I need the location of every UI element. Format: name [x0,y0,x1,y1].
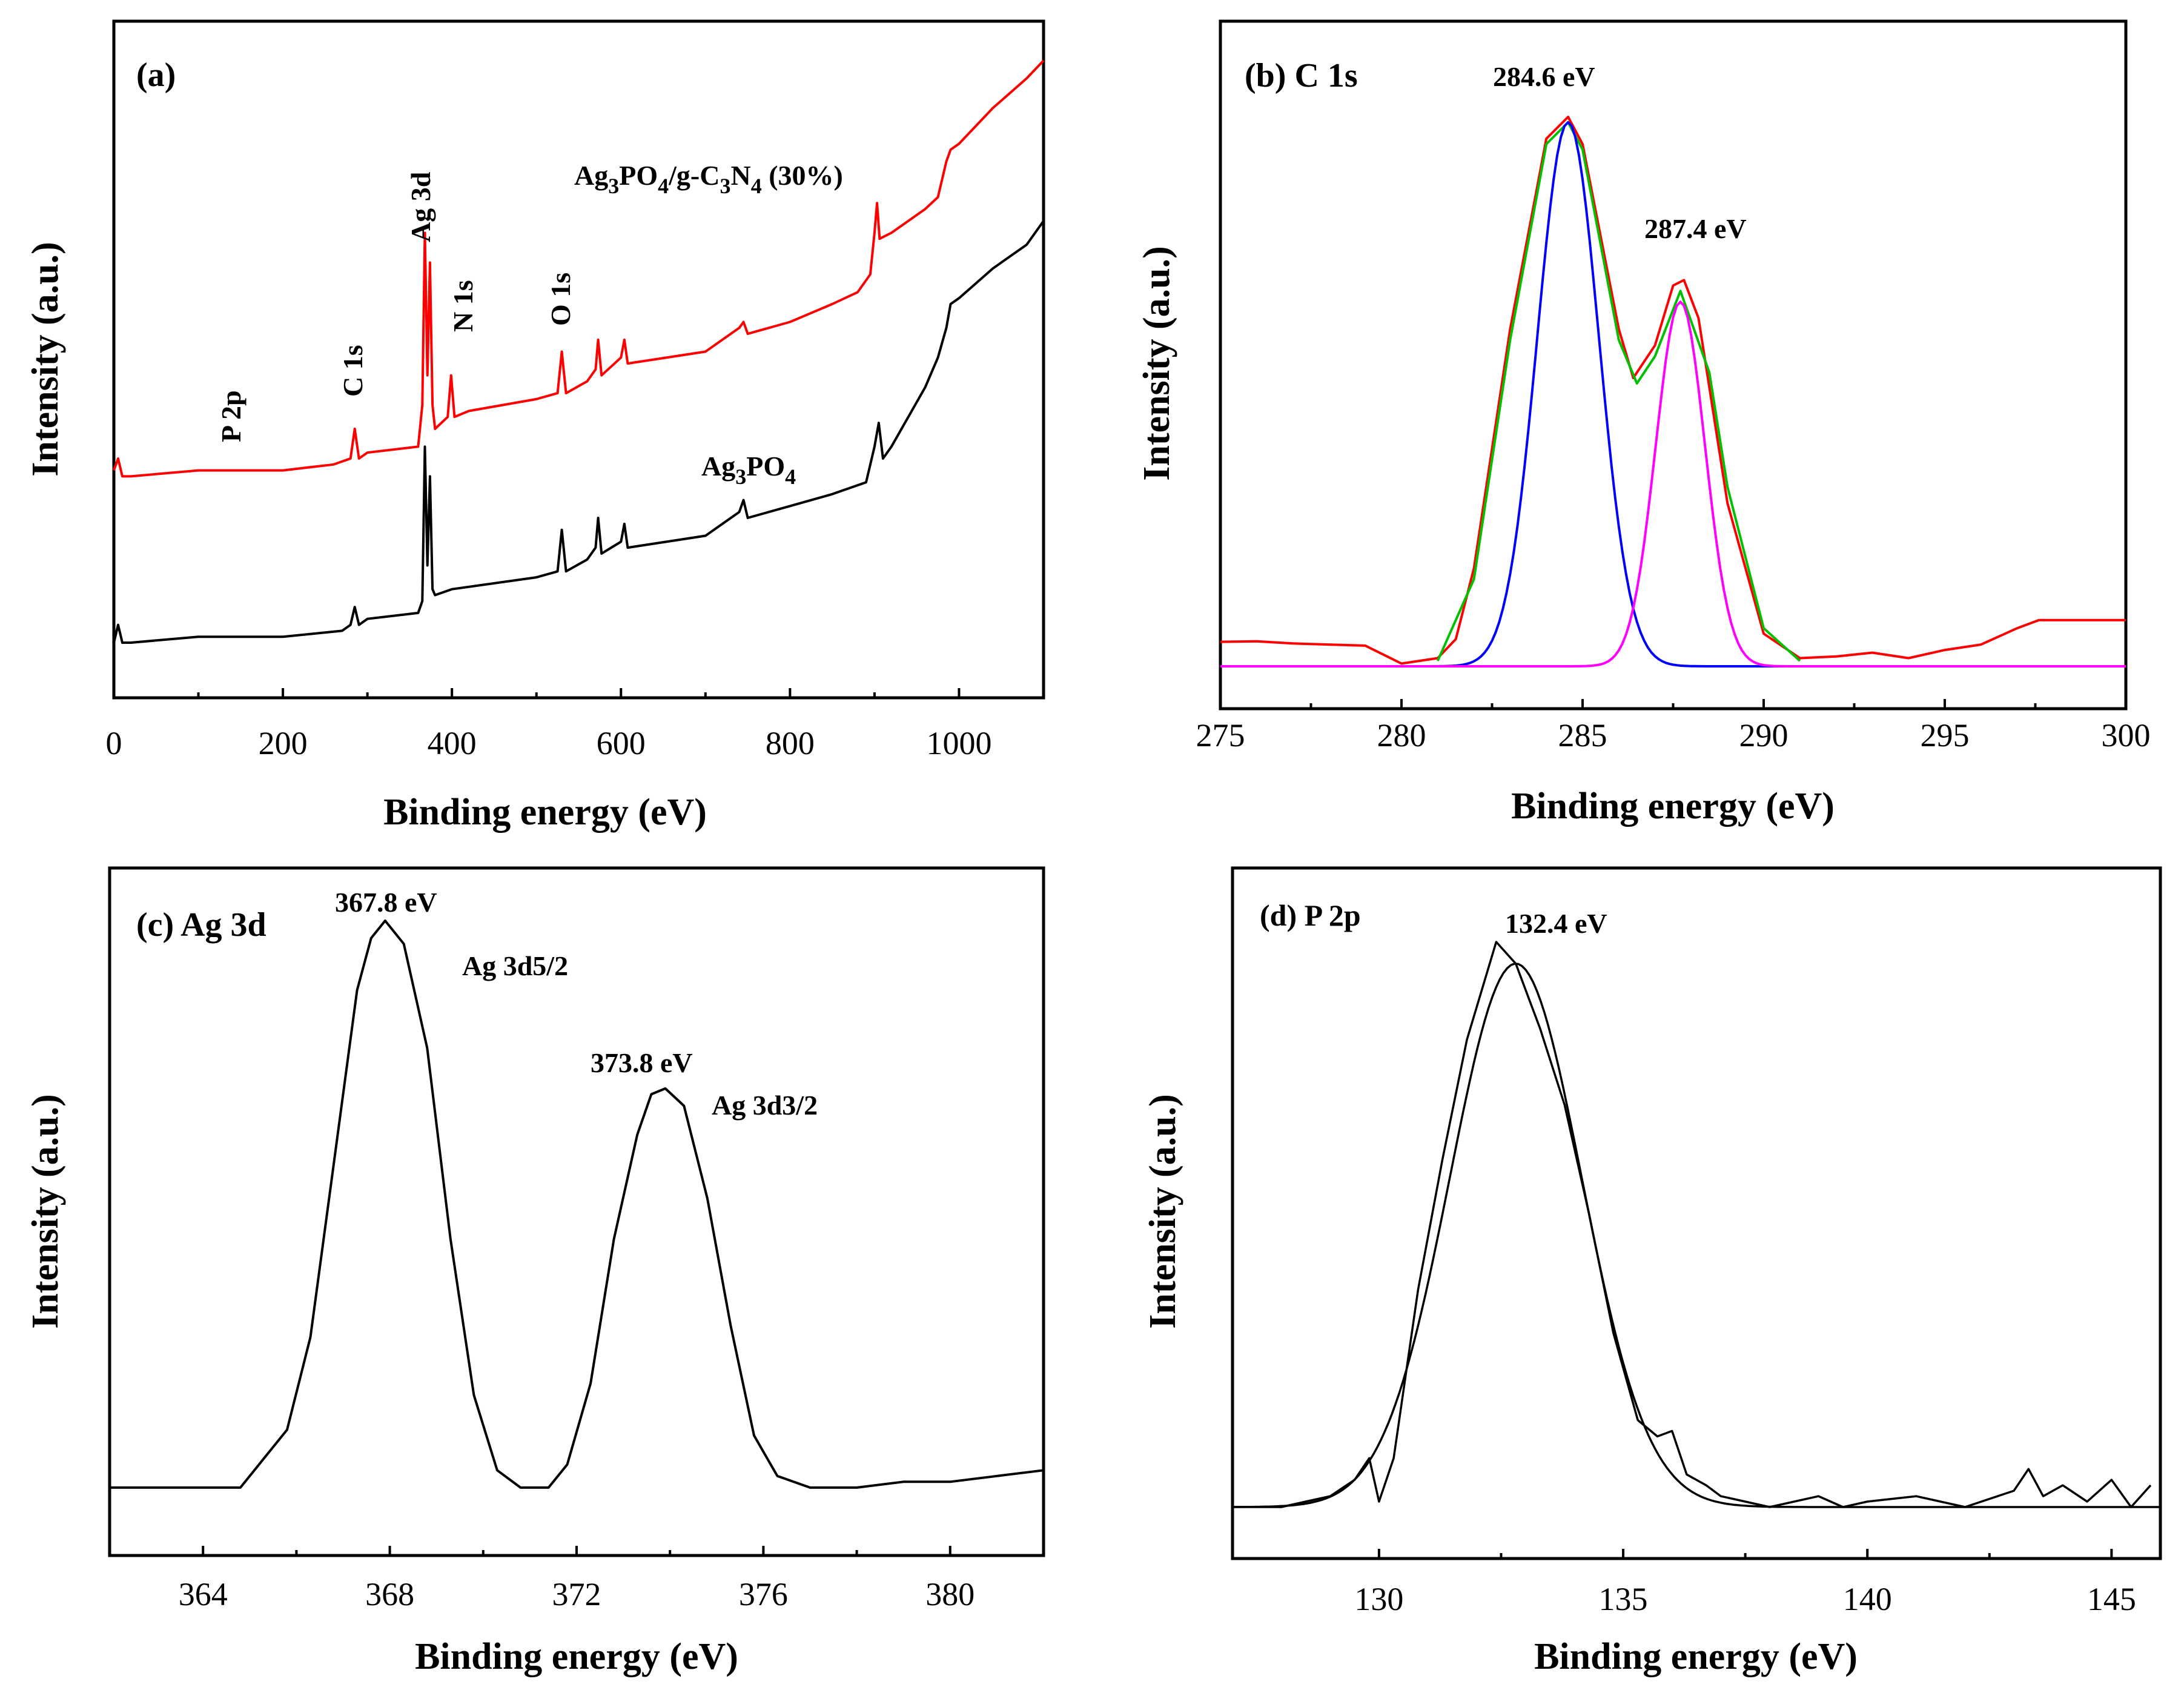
panel-c-ag3d-spectrum: 364 368 372 376 380 (c) Ag 3d 367.8 eV Ag 3d… [25,866,1045,1677]
panel-a-legend-composite-sub: 3 [720,174,730,198]
panel-a-legend-composite-sub: 4 [751,174,762,198]
panel-a-legend-composite: Ag3PO4/g-C3N4 (30%) [574,160,843,198]
panel-d-frame [1231,866,2162,1560]
panel-b-frame [1219,19,2128,711]
panel-b-x-tick-label: 295 [1921,717,1970,754]
panel-a-annotation-o1s: O 1s [545,273,576,326]
panel-b-x-ticks: 275 280 285 290 295 300 [1196,699,2151,754]
panel-c-x-tick-label: 368 [365,1576,414,1612]
panel-a-annotation-c1s: C 1s [337,345,368,397]
panel-c-x-tick-label: 380 [925,1576,975,1612]
panel-d-x-tick-label: 135 [1599,1581,1648,1617]
panel-c-label: (c) Ag 3d [136,906,266,944]
panel-d-x-tick-label: 130 [1354,1581,1403,1617]
panel-a-legend-ag3po4-part: Ag [701,451,735,482]
panel-b-x-tick-label: 290 [1739,717,1789,754]
panel-a-x-tick-label: 600 [597,725,646,761]
panel-a-legend-ag3po4-sub: 3 [735,465,746,489]
panel-d-fit-line [1233,962,2160,1508]
panel-a-legend-ag3po4: Ag3PO4 [701,451,796,489]
panel-d-label: (d) P 2p [1260,898,1361,932]
panel-a-label: (a) [136,56,176,94]
panel-d-label-text: (d) P 2p [1260,898,1361,932]
panel-b-fit-component-2 [1220,300,2126,668]
panel-c-frame [108,866,1045,1557]
panel-d-peak-label-1: 132.4 eV [1505,908,1607,939]
panel-c-peak-label-1: 367.8 eV [335,887,437,918]
panel-c-series [110,919,1044,1489]
panel-b-label: (b) C 1s [1245,57,1358,94]
panel-a-annotation-ag3d: Ag 3d [405,171,436,242]
panel-a-x-tick-label: 800 [766,725,815,761]
panel-b-raw-data-line [1220,116,2126,665]
panel-c-x-tick-label: 372 [552,1576,601,1612]
panel-d-x-ticks: 130 135 140 145 [1354,1549,2136,1617]
panel-d-series [1233,941,2160,1508]
panel-c-y-axis-title: Intensity (a.u.) [25,1094,66,1329]
panel-c-x-tick-label: 364 [179,1576,228,1612]
panel-a-legend-ag3po4-sub: 4 [785,465,796,489]
panel-b-peak-label-1: 284.6 eV [1493,61,1595,92]
panel-b-x-tick-label: 300 [2102,717,2151,754]
panel-c-x-axis-title: Binding energy (eV) [415,1636,738,1677]
panel-b-x-tick-label: 275 [1196,717,1245,754]
panel-c-ag3d-line [110,919,1044,1489]
panel-a-legend-ag3po4-part: PO [746,451,785,482]
panel-b-x-tick-label: 285 [1558,717,1607,754]
panel-a-legend-composite-part: PO [619,160,658,191]
panel-a-survey-spectrum: 0 200 400 600 800 1000 (a) Binding energy (eV… [25,19,1045,833]
panel-b-peak-label-2: 287.4 eV [1644,213,1747,244]
panel-a-legend-composite-part: (30%) [762,160,843,191]
panel-a-y-axis-title: Intensity (a.u.) [25,242,66,477]
panel-b-fit-component-1 [1220,121,2126,668]
panel-a-annotation-p2p: P 2p [216,390,247,442]
panel-a-annotation-n1s: N 1s [448,280,478,332]
panel-a-frame [112,19,1045,700]
panel-a-x-tick-label: 200 [259,725,308,761]
panel-d-y-axis-title: Intensity (a.u.) [1142,1094,1183,1329]
panel-c-x-ticks: 364 368 372 376 380 [179,1546,975,1612]
panel-d-x-axis-title: Binding energy (eV) [1534,1636,1858,1677]
panel-a-legend-composite-sub: 4 [658,174,669,198]
panel-c-peak-label-2: Ag 3d5/2 [462,950,568,981]
panel-a-series-ag3po4-line [113,220,1045,644]
panel-a-x-tick-label: 400 [428,725,477,761]
panel-a-legend-composite-part: Ag [574,160,608,191]
panel-d-x-tick-label: 140 [1843,1581,1892,1617]
panel-b-x-axis-title: Binding energy (eV) [1511,786,1835,827]
panel-b-c1s-spectrum: 275 280 285 290 295 300 (b) C 1s 284.6 eV 287… [1136,19,2151,827]
panel-a-series-composite-line [113,59,1045,478]
panel-a-x-axis-title: Binding energy (eV) [383,792,707,833]
panel-a-legend-composite-part: /g-C [668,160,720,191]
panel-a-x-ticks: 0 200 400 600 800 1000 [106,688,991,761]
panel-b-x-tick-label: 280 [1377,717,1426,754]
panel-b-envelope-line [1436,121,1801,662]
panel-c-peak-label-4: Ag 3d3/2 [712,1090,818,1121]
panel-d-p2p-spectrum: 130 135 140 145 (d) P 2p 132.4 eV Binding e… [1142,866,2162,1677]
panel-c-x-tick-label: 376 [739,1576,788,1612]
panel-d-x-tick-label: 145 [2087,1581,2136,1617]
panel-d-raw-data-line [1233,941,2152,1508]
panel-c-peak-label-3: 373.8 eV [591,1047,693,1078]
panel-a-x-tick-label: 1000 [926,725,991,761]
panel-b-y-axis-title: Intensity (a.u.) [1136,246,1177,481]
panel-a-legend-composite-sub: 3 [608,174,619,198]
panel-a-x-tick-label: 0 [106,725,122,761]
panel-b-series [1220,116,2126,668]
panel-a-legend-composite-part: N [730,160,750,191]
panel-a-series [113,59,1045,644]
